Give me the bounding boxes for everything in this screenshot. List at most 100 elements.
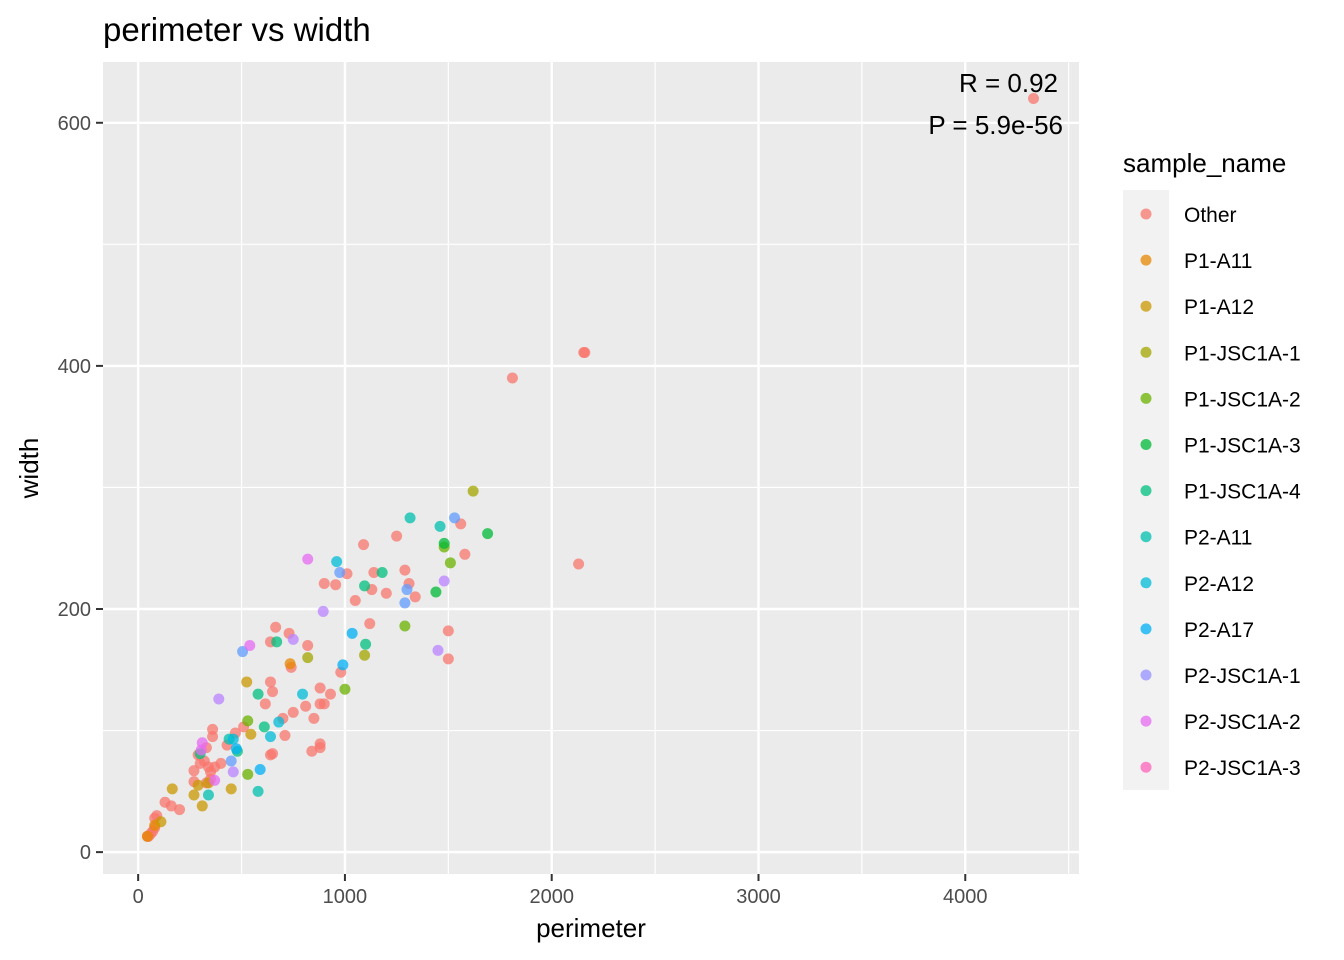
data-point <box>334 567 346 579</box>
legend-label: P1-JSC1A-3 <box>1184 435 1301 458</box>
data-point <box>195 744 207 756</box>
data-point <box>188 765 200 777</box>
data-point <box>573 558 585 570</box>
data-point <box>432 644 444 656</box>
legend-key <box>1140 300 1152 312</box>
data-point <box>314 682 326 694</box>
data-point <box>165 800 177 812</box>
p-value-annotation: P = 5.9e-56 <box>928 110 1063 140</box>
data-point <box>434 520 446 532</box>
legend-label: P1-JSC1A-4 <box>1184 481 1301 504</box>
x-tick-label: 4000 <box>943 886 988 908</box>
data-point <box>578 347 590 359</box>
data-point <box>482 528 494 540</box>
data-point <box>252 688 264 700</box>
chart-title: perimeter vs width <box>103 11 371 48</box>
data-point <box>359 580 371 592</box>
legend-key <box>1140 577 1152 589</box>
data-point <box>331 556 343 568</box>
data-point <box>330 579 342 591</box>
data-point <box>380 587 392 599</box>
x-tick-label: 3000 <box>736 886 781 908</box>
data-point <box>174 804 186 816</box>
data-point <box>376 567 388 579</box>
data-point <box>399 564 411 576</box>
data-point <box>209 774 221 786</box>
data-point <box>207 731 219 743</box>
data-point <box>399 597 411 609</box>
legend-label: P2-A12 <box>1184 573 1254 596</box>
legend-label: P2-A17 <box>1184 619 1254 642</box>
data-point <box>308 712 320 724</box>
data-point <box>409 591 421 603</box>
data-point <box>141 830 153 842</box>
data-point <box>227 766 239 778</box>
data-point <box>227 733 239 745</box>
data-point <box>337 659 349 671</box>
data-point <box>302 652 314 664</box>
data-point <box>194 757 206 769</box>
data-point <box>318 698 330 710</box>
data-point <box>401 584 413 596</box>
data-point <box>399 620 411 632</box>
data-point <box>339 683 351 695</box>
data-point <box>271 636 283 648</box>
data-point <box>438 575 450 587</box>
y-tick-label: 400 <box>58 356 91 378</box>
data-point <box>196 800 208 812</box>
y-tick-label: 200 <box>58 599 91 621</box>
data-point <box>258 721 270 733</box>
data-point <box>242 768 254 780</box>
data-point <box>270 621 282 633</box>
plot-panel <box>103 62 1079 874</box>
data-point <box>202 789 214 801</box>
data-point <box>225 783 237 795</box>
data-point <box>349 594 361 606</box>
data-point <box>297 688 309 700</box>
legend-key <box>1140 531 1152 543</box>
data-point <box>287 706 299 718</box>
legend-label: P1-JSC1A-1 <box>1184 342 1301 365</box>
data-point <box>314 742 326 754</box>
data-point <box>358 539 370 551</box>
data-point <box>324 688 336 700</box>
legend-title: sample_name <box>1123 148 1286 178</box>
legend-label: P2-JSC1A-2 <box>1184 711 1301 734</box>
legend-key <box>1140 761 1152 773</box>
correlation-r-annotation: R = 0.92 <box>959 68 1058 98</box>
data-point <box>346 627 358 639</box>
y-tick-label: 600 <box>58 113 91 135</box>
x-tick-label: 1000 <box>323 886 368 908</box>
legend-key <box>1140 439 1152 450</box>
legend: Other P1-A11 P1-A12 P1-JSC1A-1 P1-JSC1A-2 P1-… <box>1123 190 1301 790</box>
data-point <box>444 557 456 569</box>
data-point <box>438 537 450 549</box>
data-point <box>273 716 285 728</box>
data-point <box>155 816 167 828</box>
data-point <box>188 789 200 801</box>
data-point <box>368 567 380 579</box>
data-point <box>359 649 371 661</box>
data-point <box>252 785 264 797</box>
data-point <box>225 755 237 767</box>
legend-label: P2-JSC1A-1 <box>1184 665 1301 688</box>
legend-label: Other <box>1184 204 1237 227</box>
data-point <box>241 676 253 688</box>
data-point <box>230 743 242 755</box>
data-point <box>442 625 454 637</box>
data-point <box>264 749 276 761</box>
data-point <box>264 731 276 743</box>
data-point <box>267 686 279 698</box>
data-point <box>287 633 299 645</box>
data-point <box>284 658 296 670</box>
legend-key <box>1140 254 1152 266</box>
data-point <box>242 715 254 727</box>
data-points <box>141 92 1040 842</box>
data-point <box>306 745 318 757</box>
data-point <box>215 757 227 769</box>
data-point <box>430 586 442 598</box>
data-point <box>192 779 204 791</box>
legend-key <box>1140 346 1152 358</box>
legend-key <box>1140 208 1152 220</box>
